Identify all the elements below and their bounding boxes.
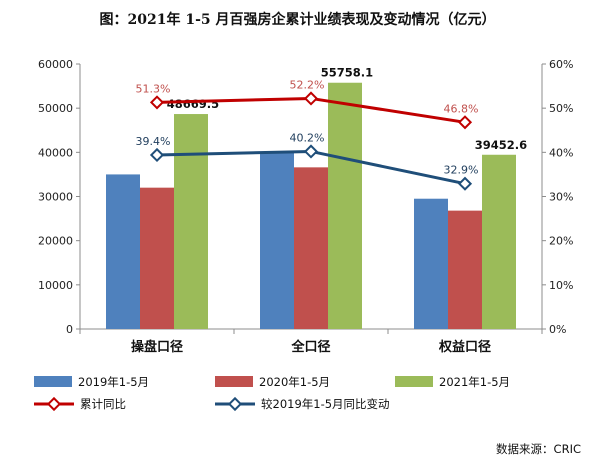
bar — [106, 174, 140, 329]
line-value-label: 51.3% — [136, 82, 171, 95]
category-label: 全口径 — [290, 339, 330, 355]
left-tick-label: 40000 — [38, 146, 73, 159]
left-tick-label: 10000 — [38, 279, 73, 292]
line-value-label: 39.4% — [136, 135, 171, 148]
line-value-label: 46.8% — [444, 102, 479, 115]
legend-swatch — [34, 376, 72, 387]
legend-swatch — [395, 376, 433, 387]
legend-label: 2020年1-5月 — [259, 375, 330, 389]
legend-marker — [227, 396, 243, 412]
line-point — [149, 95, 165, 110]
right-tick-label: 30% — [549, 191, 573, 204]
bar — [294, 167, 328, 329]
chart-title: 图：2021年 1-5 月百强房企累计业绩表现及变动情况（亿元） — [99, 12, 496, 28]
line-point — [457, 115, 473, 130]
line-value-label: 40.2% — [290, 131, 325, 144]
legend-label: 较2019年1-5月同比变动 — [261, 397, 390, 411]
legend-marker — [46, 396, 62, 412]
legend-label: 2019年1-5月 — [78, 375, 149, 389]
bar-value-label: 48669.5 — [167, 97, 219, 111]
right-tick-label: 40% — [549, 146, 573, 159]
bar — [328, 82, 362, 329]
right-tick-label: 20% — [549, 235, 573, 248]
bar — [260, 152, 294, 329]
bar — [174, 114, 208, 329]
category-label: 操盘口径 — [131, 339, 183, 355]
line-value-label: 32.9% — [444, 164, 479, 177]
legend-label: 累计同比 — [80, 397, 126, 411]
line-point — [149, 147, 165, 163]
left-tick-label: 60000 — [38, 58, 73, 71]
right-tick-label: 50% — [549, 102, 573, 115]
bar — [414, 198, 448, 329]
right-tick-label: 10% — [549, 279, 573, 292]
line-point — [303, 144, 319, 159]
legend-swatch — [215, 376, 253, 387]
bar — [140, 187, 174, 329]
bar — [448, 210, 482, 329]
data-source: 数据来源：CRIC — [496, 442, 581, 456]
bar-value-label: 39452.6 — [475, 138, 527, 152]
left-tick-label: 30000 — [38, 191, 73, 204]
left-tick-label: 20000 — [38, 235, 73, 248]
line-value-label: 52.2% — [290, 78, 325, 91]
category-label: 权益口径 — [438, 339, 491, 355]
right-tick-label: 0% — [549, 323, 566, 336]
line-point — [457, 176, 473, 191]
bar — [482, 154, 516, 329]
left-tick-label: 0 — [66, 323, 73, 336]
bar-value-label: 55758.1 — [321, 66, 373, 80]
left-tick-label: 50000 — [38, 102, 73, 115]
legend-label: 2021年1-5月 — [439, 375, 510, 389]
right-tick-label: 60% — [549, 58, 573, 71]
line-point — [303, 91, 319, 106]
